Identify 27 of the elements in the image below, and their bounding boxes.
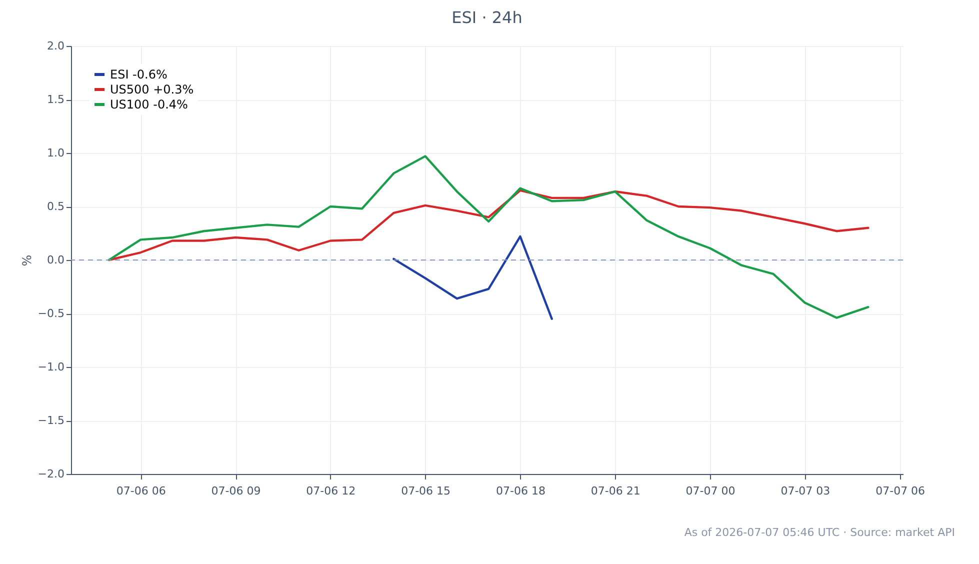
y-tick-label: 1.0 xyxy=(47,146,64,160)
y-axis-title: % xyxy=(20,254,34,266)
y-tick-label: 0.5 xyxy=(47,200,64,213)
x-tick-label: 07-06 09 xyxy=(211,484,261,498)
x-tick-label: 07-06 15 xyxy=(401,484,451,498)
text: As of 2026-07-07 05:46 UTC · Source: market API xyxy=(684,526,955,539)
line-series xyxy=(108,189,870,262)
x-tick-label: 07-06 12 xyxy=(306,484,356,498)
legend-label: ESI -0.6% xyxy=(110,68,168,82)
legend-label: US100 -0.4% xyxy=(110,98,188,112)
y-tick-label: −0.5 xyxy=(38,307,64,320)
y-tick-label: −2.0 xyxy=(38,468,64,480)
x-tick-label: 07-06 21 xyxy=(590,484,640,498)
line-series xyxy=(108,155,870,319)
y-tick-label: 0.0 xyxy=(47,254,64,266)
legend-label: US500 +0.3% xyxy=(110,82,194,96)
y-tick-label: −1.5 xyxy=(38,414,64,427)
line-series xyxy=(392,235,553,320)
y-tick-label: 2.0 xyxy=(47,40,64,52)
x-tick-label: 07-07 00 xyxy=(686,484,736,498)
x-tick-label: 07-07 06 xyxy=(876,484,926,498)
y-tick-label: −1.0 xyxy=(38,360,64,374)
chart-title: ESI · 24h xyxy=(452,8,522,27)
x-tick-label: 07-07 03 xyxy=(780,484,830,498)
y-tick-label: 1.5 xyxy=(47,93,64,106)
x-tick-label: 07-06 18 xyxy=(496,484,546,498)
x-tick-label: 07-06 06 xyxy=(116,484,166,498)
